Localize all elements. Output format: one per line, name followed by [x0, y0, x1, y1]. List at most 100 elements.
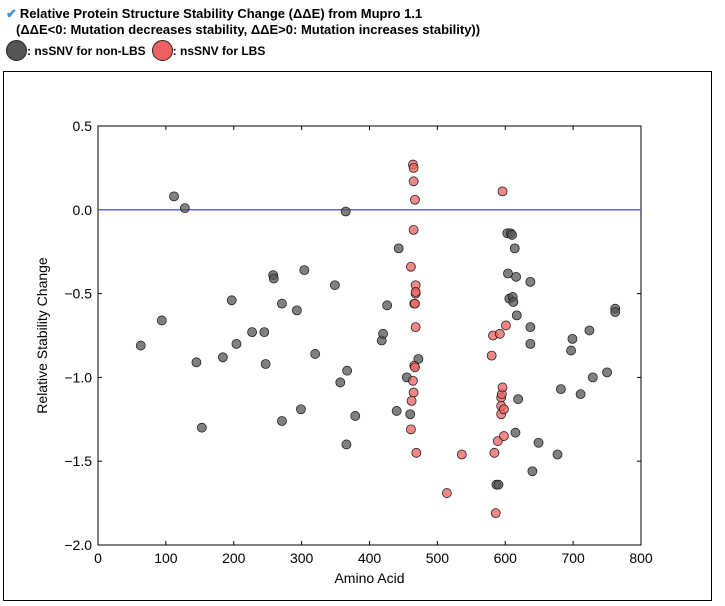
data-point	[393, 243, 404, 254]
data-point	[169, 191, 179, 202]
y-tick-label: −1.0	[64, 369, 92, 385]
data-point	[406, 261, 416, 272]
data-point	[552, 449, 563, 460]
data-point	[527, 466, 538, 477]
data-point	[259, 327, 270, 338]
series-lbs	[406, 159, 511, 519]
data-point	[503, 268, 513, 279]
data-point	[410, 287, 421, 297]
y-axis-label: Relative Stability Change	[34, 257, 50, 414]
data-point	[525, 338, 536, 349]
data-point	[556, 384, 566, 395]
data-point	[486, 350, 497, 361]
axis-ticks: 0 100 200 300 400 500 600 700 800 −2.0 −1.5 −1.0 −0.…	[64, 118, 653, 566]
data-point	[494, 328, 505, 339]
data-point	[410, 298, 420, 309]
data-point	[268, 273, 279, 284]
data-point	[191, 357, 202, 368]
x-tick-label: 100	[154, 550, 178, 566]
y-tick-label: −1.5	[64, 453, 92, 469]
data-point	[179, 203, 190, 214]
data-point	[296, 404, 306, 415]
data-point	[350, 411, 361, 421]
data-point	[525, 322, 536, 333]
data-point	[277, 298, 287, 309]
chart-header: ✔ Relative Protein Structure Stability Ch…	[6, 6, 480, 61]
title-row: ✔ Relative Protein Structure Stability Ch…	[6, 6, 480, 22]
x-tick-label: 400	[358, 550, 382, 566]
data-point	[456, 449, 467, 460]
data-point	[411, 447, 422, 458]
x-tick-label: 600	[494, 550, 518, 566]
data-point	[511, 310, 522, 321]
data-point	[231, 338, 242, 349]
data-point	[408, 375, 418, 386]
x-axis-label: Amino Acid	[334, 570, 404, 586]
data-point	[340, 206, 351, 217]
data-point	[135, 340, 146, 351]
x-tick-label: 0	[94, 550, 102, 566]
legend-marker-lbs	[151, 40, 173, 61]
data-point	[441, 488, 452, 498]
data-point	[489, 447, 500, 458]
data-point	[501, 320, 511, 331]
data-point	[226, 295, 237, 306]
data-point	[277, 416, 287, 426]
data-points	[135, 159, 621, 519]
data-point	[497, 186, 508, 197]
data-point	[566, 345, 576, 356]
chart-title: Relative Protein Structure Stability Cha…	[19, 6, 423, 21]
axes-box	[97, 125, 642, 546]
data-point	[342, 365, 353, 376]
data-point	[575, 389, 586, 400]
x-tick-label: 200	[222, 550, 246, 566]
data-point	[408, 163, 419, 173]
data-point	[507, 230, 517, 240]
data-point	[196, 422, 207, 433]
data-point	[513, 394, 524, 405]
data-point	[247, 327, 257, 338]
data-point	[341, 439, 352, 450]
data-point	[587, 372, 598, 383]
data-point	[509, 243, 520, 254]
data-point	[610, 307, 621, 317]
chart-frame: 0 100 200 300 400 500 600 700 800 −2.0 −1.5 −1.0 −0.…	[3, 71, 712, 601]
data-point	[410, 322, 421, 333]
data-point	[490, 508, 501, 519]
data-point	[378, 328, 388, 339]
data-point	[382, 300, 393, 311]
checkmark-icon[interactable]: ✔	[6, 6, 17, 21]
chart-subtitle: (ΔΔE<0: Mutation decreases stability, ΔΔ…	[16, 22, 481, 37]
legend-label-lbs: : nsSNV for LBS	[172, 43, 266, 58]
x-tick-label: 700	[561, 550, 585, 566]
data-point	[497, 382, 508, 393]
data-point	[498, 431, 509, 441]
data-point	[567, 333, 578, 344]
data-point	[391, 406, 402, 416]
scatter-plot: 0 100 200 300 400 500 600 700 800 −2.0 −1.5 −1.0 −0.…	[34, 118, 653, 586]
data-point	[299, 265, 310, 276]
data-point	[217, 352, 228, 363]
data-point	[408, 176, 419, 187]
data-point	[602, 367, 612, 378]
data-point	[525, 276, 536, 287]
legend: : nsSNV for non-LBS : nsSNV for LBS	[6, 40, 480, 61]
x-tick-label: 500	[426, 550, 450, 566]
legend-marker-non-lbs	[6, 40, 27, 61]
data-point	[493, 479, 504, 490]
data-point	[156, 315, 167, 326]
data-point	[405, 409, 416, 420]
data-point	[511, 271, 522, 282]
data-point	[510, 427, 521, 438]
data-point	[329, 280, 340, 291]
legend-label-non-lbs: : nsSNV for non-LBS	[27, 43, 146, 58]
data-point	[508, 297, 519, 307]
series-non-lbs	[135, 191, 621, 490]
data-point	[498, 404, 509, 415]
y-tick-label: −2.0	[64, 537, 92, 553]
data-point	[410, 362, 420, 373]
data-point	[584, 325, 595, 336]
y-tick-label: −0.5	[64, 286, 92, 302]
x-tick-label: 300	[290, 550, 314, 566]
y-tick-label: 0.5	[73, 118, 93, 134]
